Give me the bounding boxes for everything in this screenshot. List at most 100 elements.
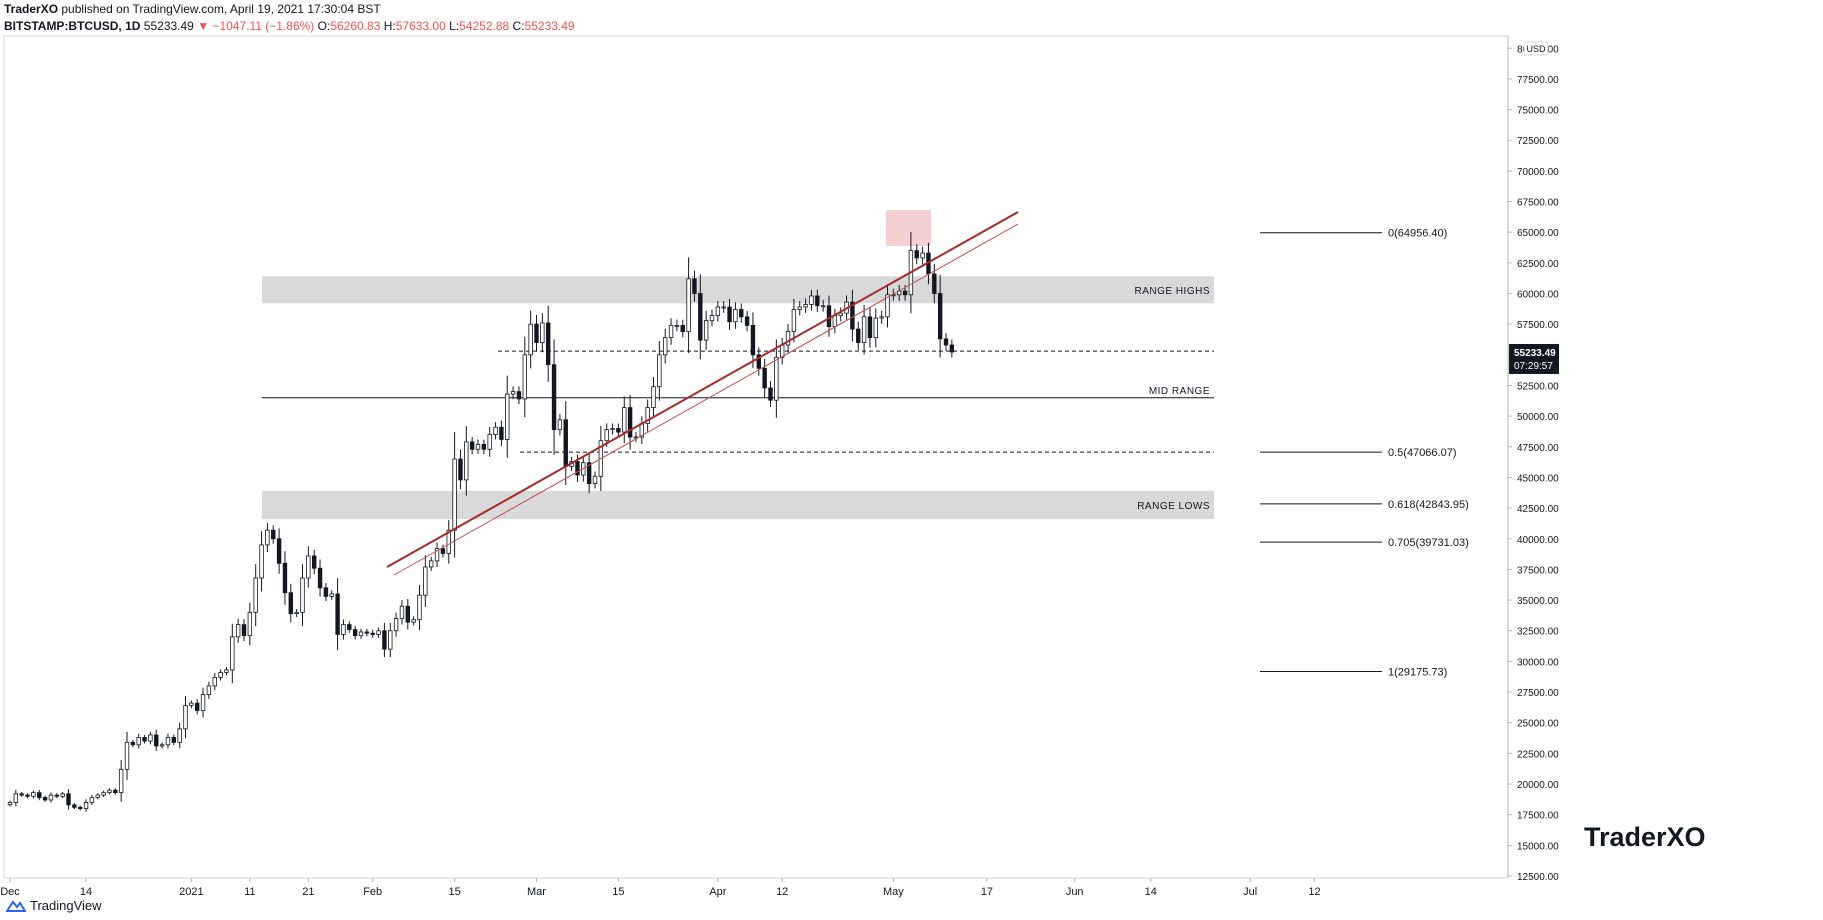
candle [358,628,364,639]
candle-body [288,592,293,614]
candle [89,794,95,806]
candle [230,623,235,684]
candle [259,531,264,592]
candle-body [627,407,633,438]
candle-body [194,702,200,711]
candle-body [323,587,329,597]
candle [627,394,633,450]
mid-range-label: MID RANGE [1149,386,1210,397]
candle [557,413,563,436]
candle [282,551,288,605]
candle-body [13,793,19,803]
candle-body [423,566,428,596]
candle [803,298,808,313]
candle-body [54,794,59,797]
last-price-badge [1509,343,1559,374]
candle [411,616,416,626]
tradingview-footer[interactable]: TradingView [6,898,102,913]
candle-body [686,278,691,332]
candle [37,789,42,801]
candle-body [873,317,878,339]
author-name[interactable]: TraderXO [4,2,59,16]
candle-body [177,728,182,743]
candle [370,629,375,638]
candle-body [405,605,410,623]
candle [657,340,662,401]
candle-body [657,354,662,388]
candle-body [645,407,650,424]
range-highs-zone [262,276,1214,304]
candle [31,790,36,799]
time-tick-label: 14 [1145,886,1157,898]
candle-body [739,309,744,318]
candle-body [399,605,405,619]
candle-body [499,426,504,440]
candle-body [347,624,352,630]
candle-body [31,792,36,797]
candle [224,667,229,676]
candle [136,733,141,749]
candle [154,729,159,752]
candle-body [19,793,24,796]
candle [739,303,744,323]
candle-body [382,630,387,650]
candle-body [171,737,176,743]
candle [183,696,188,739]
candle [253,564,258,627]
candle [247,602,253,646]
candle-body [703,320,709,341]
candle-body [148,734,153,742]
candle [481,439,487,455]
candle [66,789,71,810]
price-tick-label: 17500.00 [1517,811,1559,822]
candle [797,301,802,316]
candle [189,700,194,709]
candle-body [698,293,703,341]
candle-body [83,802,89,809]
candle [563,401,568,485]
candle-body [610,428,615,431]
candle-body [271,529,276,540]
candle [95,793,100,800]
candle [42,795,48,802]
candle-body [434,548,440,562]
candle [937,274,943,358]
candle-body [949,344,955,353]
candle [528,310,533,369]
top-highlight-box [886,210,931,246]
candle [341,619,346,640]
currency-label: USD [1526,44,1546,54]
candle-body [335,593,340,635]
candle [306,546,311,588]
candle-body [651,386,656,408]
candle-body [943,338,949,346]
candle-body [692,278,697,294]
candle-body [311,555,317,569]
candle [516,386,522,405]
candle [194,699,200,715]
candle-body [282,562,288,594]
price-tick-label: 77500.00 [1517,75,1559,86]
candle [540,313,545,353]
candle [610,423,615,435]
candle-body [546,322,551,366]
time-tick-label: May [883,886,904,898]
price-axis: 12500.00 15000.00 17500.00 20000.00 22500.00… [1508,41,1559,883]
price-tick-label: 57500.00 [1517,320,1559,331]
symbol-name[interactable]: BITSTAMP:BTCUSD, 1D [4,19,141,33]
time-tick-label: 15 [612,886,624,898]
candle-body [768,387,773,401]
candle [72,803,77,810]
candle-body [118,768,124,794]
candle [323,583,329,602]
candle [785,324,791,353]
candle-body [370,632,375,635]
candle [809,289,814,311]
time-tick-label: Feb [363,886,382,898]
price-tick-label: 32500.00 [1517,627,1559,638]
candle-body [89,797,95,803]
chart-frame [3,35,1509,879]
candle-body [212,676,217,687]
plot-border [3,35,1509,879]
